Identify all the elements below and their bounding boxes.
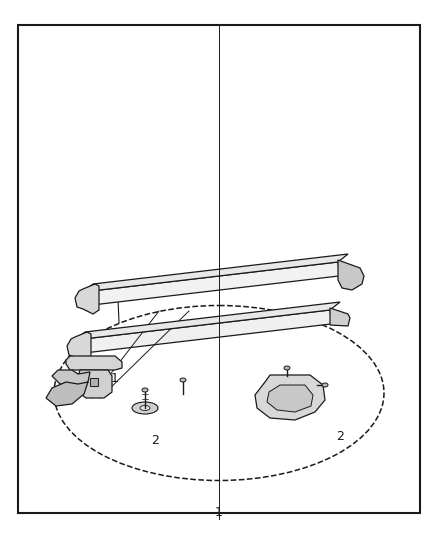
Ellipse shape (180, 378, 186, 382)
Polygon shape (330, 308, 350, 326)
Bar (90, 378, 98, 386)
Text: 2: 2 (336, 431, 344, 443)
Ellipse shape (54, 305, 384, 481)
Text: 2: 2 (151, 433, 159, 447)
Polygon shape (83, 262, 339, 306)
Ellipse shape (284, 366, 290, 370)
Polygon shape (67, 332, 91, 362)
Ellipse shape (322, 383, 328, 387)
Polygon shape (75, 284, 99, 314)
Polygon shape (52, 370, 90, 386)
Polygon shape (75, 310, 332, 354)
Polygon shape (75, 302, 340, 340)
Text: 1: 1 (111, 372, 119, 384)
Polygon shape (267, 385, 313, 412)
Ellipse shape (132, 402, 158, 414)
Ellipse shape (140, 406, 150, 410)
Polygon shape (78, 370, 112, 398)
Text: 1: 1 (215, 506, 223, 520)
Ellipse shape (142, 388, 148, 392)
Polygon shape (66, 356, 122, 370)
Polygon shape (83, 254, 348, 292)
Polygon shape (255, 375, 325, 420)
Polygon shape (338, 260, 364, 290)
Polygon shape (46, 382, 88, 406)
